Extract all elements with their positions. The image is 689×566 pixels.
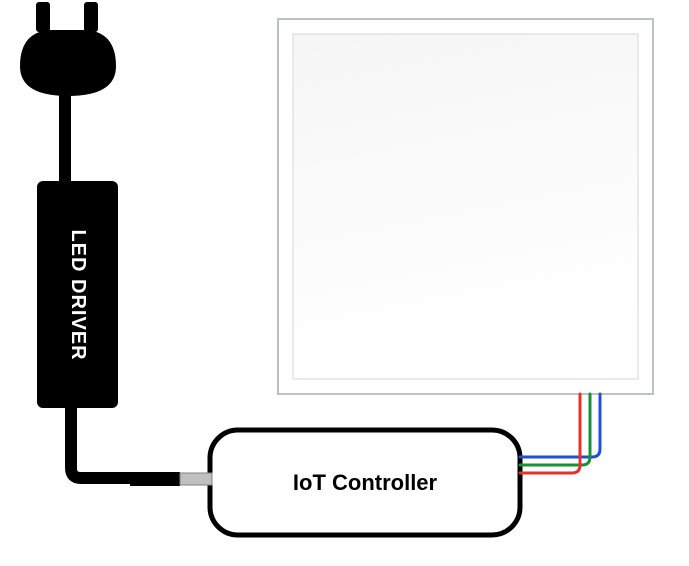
blue-wire — [520, 394, 600, 457]
dc-jack-sleeve — [130, 472, 180, 486]
plug-prong — [36, 2, 50, 32]
led-panel-surface — [293, 34, 638, 379]
power-plug-icon — [20, 30, 116, 96]
driver-cord-bottom — [71, 408, 130, 478]
plug-prong — [84, 2, 98, 32]
red-wire — [520, 394, 580, 473]
iot-controller-label: IoT Controller — [293, 470, 437, 496]
dc-jack-tip — [180, 473, 212, 485]
led-driver-label: LED DRIVER — [66, 229, 89, 360]
